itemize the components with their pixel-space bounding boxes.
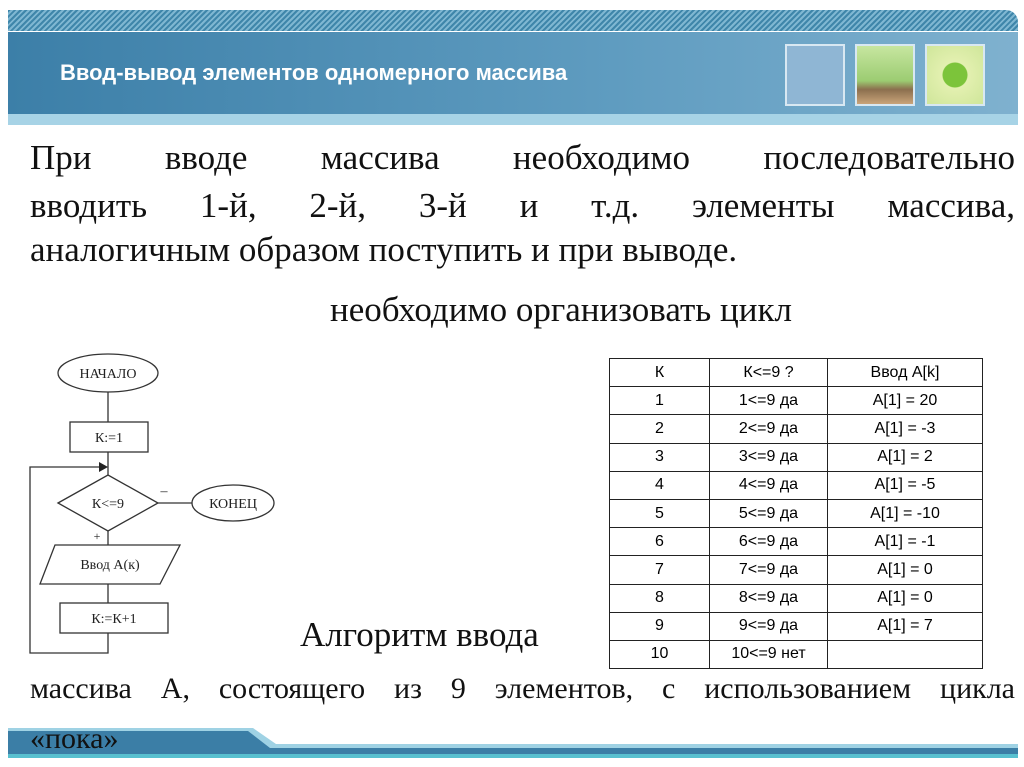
end-label: КОНЕЦ <box>209 497 257 512</box>
decor-image-sprout <box>855 44 915 106</box>
table-cell: 8<=9 да <box>709 583 828 613</box>
end-node <box>191 484 275 522</box>
init-label: К:=1 <box>95 431 123 446</box>
table-cell: К <box>609 357 710 388</box>
footer-band <box>8 728 1018 758</box>
paragraph-line-2: вводить 1-й, 2-й, 3-й и т.д. элементы ма… <box>30 186 1015 225</box>
table-cell: 10 <box>609 639 710 670</box>
table-cell: 4 <box>609 470 710 500</box>
table-cell: 5 <box>609 498 710 529</box>
slide-title: Ввод-вывод элементов одномерного массива <box>60 60 568 85</box>
table-cell: А[1] = 20 <box>827 386 983 416</box>
trace-table: К К<=9 ? Ввод А[k] 1 1<=9 да А[1] = 20 2 2<=9 д… <box>609 357 983 670</box>
table-cell: А[1] = 0 <box>827 555 983 585</box>
table-cell: 10<=9 нет <box>709 639 828 670</box>
paragraph-line-1: При вводе массива необходимо последовате… <box>30 138 1015 177</box>
table-row: 8 8<=9 да А[1] = 0 <box>609 583 983 613</box>
table-row: 1 1<=9 да А[1] = 20 <box>609 386 983 416</box>
start-label: НАЧАЛО <box>80 367 137 382</box>
paragraph-line-3: аналогичным образом поступить и при выво… <box>30 230 738 269</box>
input-node <box>39 544 182 585</box>
table-cell: Ввод А[k] <box>827 357 983 388</box>
decor-image-leaves <box>925 44 985 106</box>
table-cell: А[1] = -1 <box>827 527 983 557</box>
caption-line-2: массива А, состоящего из 9 элементов, с … <box>30 672 1015 705</box>
caption-line-3: «пока» <box>30 722 119 755</box>
arrow-icon <box>99 462 108 472</box>
increment-node <box>59 602 169 634</box>
table-row: 6 6<=9 да А[1] = -1 <box>609 527 983 557</box>
table-cell: 6<=9 да <box>709 527 828 557</box>
table-cell: А[1] = 2 <box>827 442 983 472</box>
table-cell: А[1] = -3 <box>827 414 983 444</box>
table-row: 5 5<=9 да А[1] = -10 <box>609 498 983 529</box>
table-cell: 5<=9 да <box>709 498 828 529</box>
table-row: 7 7<=9 да А[1] = 0 <box>609 555 983 585</box>
flowchart: НАЧАЛО К:=1 К<=9 – КОНЕЦ + Ввод А(к) К:=… <box>29 353 275 654</box>
table-row: 3 3<=9 да А[1] = 2 <box>609 442 983 472</box>
table-cell: 2<=9 да <box>709 414 828 444</box>
table-cell: 7<=9 да <box>709 555 828 585</box>
table-cell: 1<=9 да <box>709 386 828 416</box>
table-row: 10 10<=9 нет <box>609 639 983 670</box>
table-cell: 8 <box>609 583 710 613</box>
header-band <box>8 32 1018 114</box>
header-underline <box>8 114 1018 125</box>
increment-label: К:=К+1 <box>91 612 136 627</box>
yes-label: + <box>94 529 101 543</box>
cycle-note: необходимо организовать цикл <box>330 290 792 329</box>
table-cell: А[1] = -10 <box>827 498 983 529</box>
input-label: Ввод А(к) <box>80 558 140 573</box>
caption-algorithm: Алгоритм ввода <box>300 615 539 654</box>
table-cell <box>827 639 983 670</box>
table-cell: 3<=9 да <box>709 442 828 472</box>
table-cell: 1 <box>609 386 710 416</box>
table-cell: 4<=9 да <box>709 470 828 500</box>
table-cell: 3 <box>609 442 710 472</box>
table-cell: А[1] = -5 <box>827 470 983 500</box>
table-cell: 6 <box>609 527 710 557</box>
table-header-row: К К<=9 ? Ввод А[k] <box>609 357 983 388</box>
init-node <box>69 421 149 453</box>
table-cell: А[1] = 7 <box>827 611 983 641</box>
table-cell: А[1] = 0 <box>827 583 983 613</box>
table-cell: 9<=9 да <box>709 611 828 641</box>
table-cell: К<=9 ? <box>709 357 828 388</box>
table-row: 2 2<=9 да А[1] = -3 <box>609 414 983 444</box>
condition-label: К<=9 <box>92 497 124 512</box>
no-label: – <box>160 484 169 499</box>
header-stripe <box>8 10 1018 31</box>
table-row: 4 4<=9 да А[1] = -5 <box>609 470 983 500</box>
table-row: 9 9<=9 да А[1] = 7 <box>609 611 983 641</box>
decor-image-blank <box>785 44 845 106</box>
table-cell: 7 <box>609 555 710 585</box>
table-cell: 9 <box>609 611 710 641</box>
table-cell: 2 <box>609 414 710 444</box>
